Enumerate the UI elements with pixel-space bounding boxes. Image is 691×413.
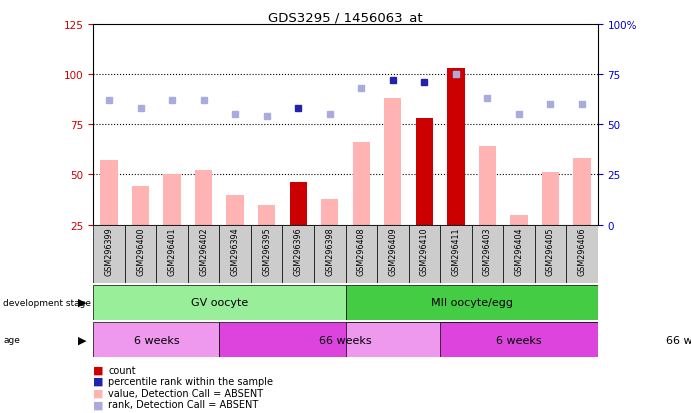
Bar (195, 171, 212, 225)
Text: ■: ■ (93, 388, 104, 398)
Bar (408, 225, 440, 283)
Bar (258, 205, 275, 225)
Text: GSM296402: GSM296402 (199, 227, 208, 275)
Bar (346, 322, 691, 357)
Bar (125, 225, 156, 283)
Text: GV oocyte: GV oocyte (191, 297, 248, 308)
Bar (93, 322, 220, 357)
Text: ■: ■ (93, 399, 104, 409)
Text: value, Detection Call = ABSENT: value, Detection Call = ABSENT (108, 388, 263, 398)
Bar (503, 225, 535, 283)
Text: GSM296395: GSM296395 (262, 227, 271, 275)
Text: GSM296396: GSM296396 (294, 227, 303, 275)
Bar (542, 173, 559, 225)
Text: ▶: ▶ (78, 297, 86, 307)
Bar (220, 225, 251, 283)
Text: development stage: development stage (3, 298, 91, 307)
Text: GSM296406: GSM296406 (578, 227, 587, 275)
Bar (440, 225, 472, 283)
Bar (188, 225, 220, 283)
Text: GSM296394: GSM296394 (231, 227, 240, 275)
Bar (132, 187, 149, 225)
Text: ■: ■ (93, 365, 104, 375)
Bar (290, 183, 307, 225)
Text: ▶: ▶ (78, 335, 86, 344)
Text: GSM296405: GSM296405 (546, 227, 555, 275)
Bar (566, 225, 598, 283)
Text: GSM296411: GSM296411 (451, 227, 460, 275)
Text: GSM296410: GSM296410 (420, 227, 429, 275)
Bar (510, 215, 527, 225)
Text: 6 weeks: 6 weeks (496, 335, 542, 345)
Bar (164, 175, 181, 225)
Bar (535, 225, 566, 283)
Bar (352, 143, 370, 225)
Text: 66 weeks: 66 weeks (666, 335, 691, 345)
Bar (227, 195, 244, 225)
Text: GSM296398: GSM296398 (325, 227, 334, 275)
Bar (377, 225, 408, 283)
Text: 66 weeks: 66 weeks (319, 335, 372, 345)
Bar (574, 159, 591, 225)
Bar (100, 161, 117, 225)
Bar (283, 225, 314, 283)
Bar (251, 225, 283, 283)
Text: rank, Detection Call = ABSENT: rank, Detection Call = ABSENT (108, 399, 258, 409)
Text: count: count (108, 365, 136, 375)
Bar (384, 99, 401, 225)
Text: percentile rank within the sample: percentile rank within the sample (108, 376, 274, 386)
Text: GSM296403: GSM296403 (483, 227, 492, 275)
Text: GSM296399: GSM296399 (104, 227, 113, 275)
Text: GSM296408: GSM296408 (357, 227, 366, 275)
Bar (314, 225, 346, 283)
Bar (447, 69, 464, 225)
Bar (346, 225, 377, 283)
Bar (156, 225, 188, 283)
Bar (93, 285, 346, 320)
Bar (416, 119, 433, 225)
Text: MII oocyte/egg: MII oocyte/egg (430, 297, 513, 308)
Bar (321, 199, 339, 225)
Text: ■: ■ (93, 376, 104, 386)
Text: GSM296404: GSM296404 (514, 227, 523, 275)
Text: GSM296400: GSM296400 (136, 227, 145, 275)
Bar (346, 285, 598, 320)
Text: age: age (3, 335, 20, 344)
Bar (479, 147, 496, 225)
Bar (220, 322, 471, 357)
Title: GDS3295 / 1456063_at: GDS3295 / 1456063_at (268, 11, 423, 24)
Bar (471, 225, 503, 283)
Text: GSM296401: GSM296401 (168, 227, 177, 275)
Text: 6 weeks: 6 weeks (133, 335, 179, 345)
Bar (93, 225, 125, 283)
Text: GSM296409: GSM296409 (388, 227, 397, 275)
